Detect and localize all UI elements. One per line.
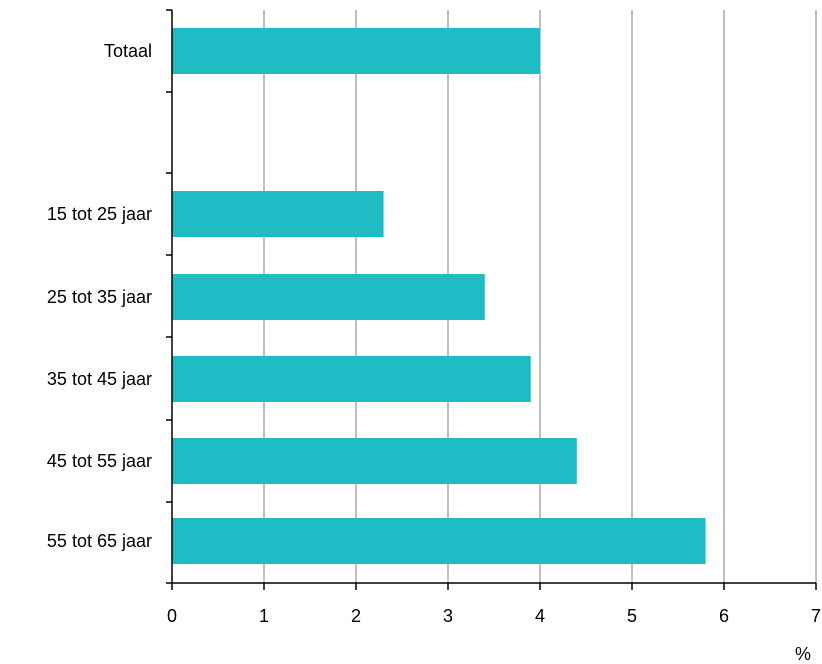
bar-4 <box>172 438 577 484</box>
x-tick-label-5: 5 <box>627 606 637 626</box>
category-label-2: 25 tot 35 jaar <box>47 287 152 307</box>
x-tick-label-6: 6 <box>719 606 729 626</box>
x-tick-label-4: 4 <box>535 606 545 626</box>
x-tick-label-7: 7 <box>811 606 821 626</box>
x-axis-unit-label: % <box>795 644 811 664</box>
x-tick-label-1: 1 <box>259 606 269 626</box>
x-tick-label-3: 3 <box>443 606 453 626</box>
category-label-3: 35 tot 45 jaar <box>47 369 152 389</box>
category-label-1: 15 tot 25 jaar <box>47 204 152 224</box>
bar-5 <box>172 518 706 564</box>
x-tick-label-0: 0 <box>167 606 177 626</box>
bar-1 <box>172 191 384 237</box>
axes <box>166 9 817 590</box>
bar-0 <box>172 28 540 74</box>
x-tick-label-2: 2 <box>351 606 361 626</box>
x-tick-labels: 0 1 2 3 4 5 6 7 <box>167 606 821 626</box>
category-label-5: 55 tot 65 jaar <box>47 531 152 551</box>
bar-3 <box>172 356 531 402</box>
category-label-0: Totaal <box>104 41 152 61</box>
category-label-4: 45 tot 55 jaar <box>47 451 152 471</box>
bars <box>172 28 706 564</box>
category-labels: Totaal 15 tot 25 jaar 25 tot 35 jaar 35 tot… <box>47 41 152 551</box>
bar-2 <box>172 274 485 320</box>
